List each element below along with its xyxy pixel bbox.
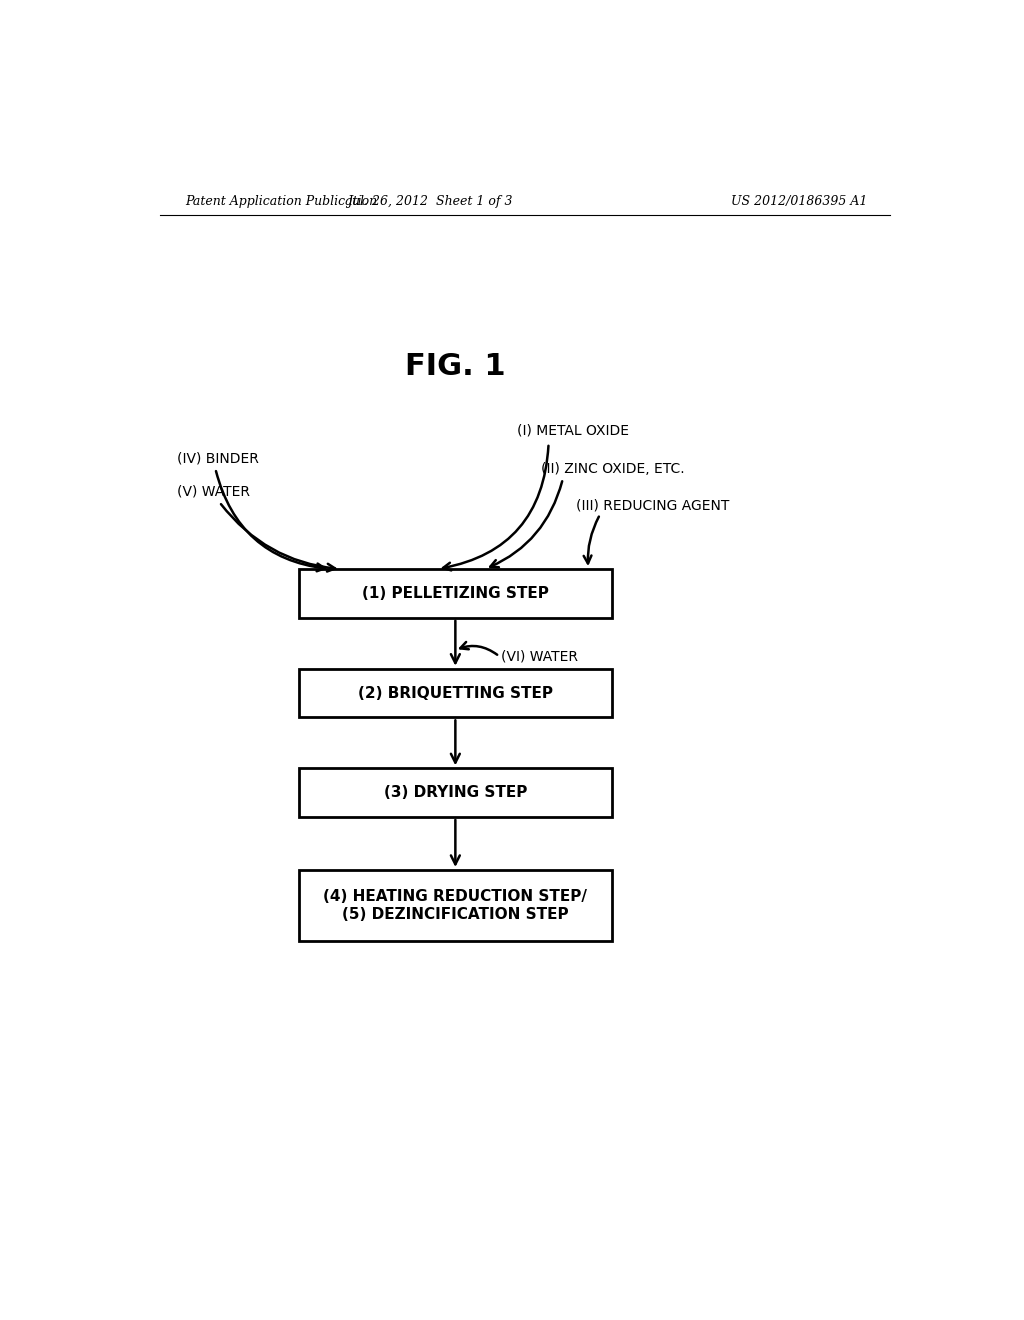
Text: (IV) BINDER: (IV) BINDER — [177, 451, 259, 466]
Text: (VI) WATER: (VI) WATER — [501, 649, 578, 664]
Bar — [299, 669, 612, 718]
Text: Patent Application Publication: Patent Application Publication — [185, 194, 377, 207]
Bar — [299, 768, 612, 817]
Text: FIG. 1: FIG. 1 — [406, 352, 506, 381]
Text: (4) HEATING REDUCTION STEP/
(5) DEZINCIFICATION STEP: (4) HEATING REDUCTION STEP/ (5) DEZINCIF… — [324, 890, 588, 921]
Text: Jul. 26, 2012  Sheet 1 of 3: Jul. 26, 2012 Sheet 1 of 3 — [347, 194, 512, 207]
Text: (2) BRIQUETTING STEP: (2) BRIQUETTING STEP — [357, 685, 553, 701]
Text: (III) REDUCING AGENT: (III) REDUCING AGENT — [577, 498, 730, 512]
Text: (V) WATER: (V) WATER — [177, 484, 250, 499]
Bar — [299, 569, 612, 618]
Text: US 2012/0186395 A1: US 2012/0186395 A1 — [731, 194, 867, 207]
Text: (1) PELLETIZING STEP: (1) PELLETIZING STEP — [361, 586, 549, 601]
Text: (I) METAL OXIDE: (I) METAL OXIDE — [517, 424, 629, 438]
Bar — [299, 870, 612, 941]
Text: (3) DRYING STEP: (3) DRYING STEP — [384, 785, 527, 800]
Text: (II) ZINC OXIDE, ETC.: (II) ZINC OXIDE, ETC. — [541, 462, 684, 475]
